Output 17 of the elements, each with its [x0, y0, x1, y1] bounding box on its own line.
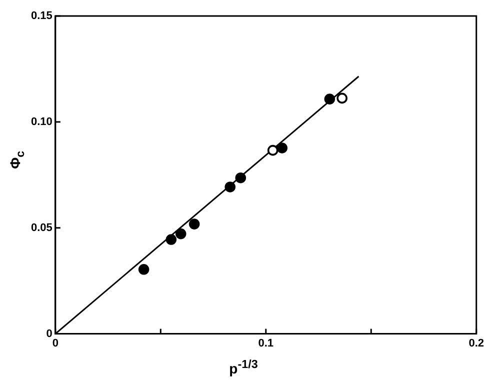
point — [166, 234, 177, 245]
point — [324, 94, 336, 104]
x-axis-title: p$^{-1/3}$ — [228, 358, 259, 377]
point — [267, 144, 278, 156]
y-tick-label: 0 — [46, 328, 52, 340]
point — [276, 142, 288, 154]
point — [224, 182, 236, 192]
point — [235, 172, 246, 184]
y-tick-label: 0.10 — [30, 116, 52, 128]
y-tick-label: 0.05 — [30, 222, 52, 234]
x-tick-label: 0.1 — [258, 337, 274, 350]
point — [175, 228, 186, 240]
x-tick-label: 0.2 — [468, 337, 484, 350]
point — [138, 264, 150, 275]
y-tick-label: 0.15 — [30, 10, 52, 22]
point — [336, 92, 348, 104]
point — [188, 218, 200, 230]
